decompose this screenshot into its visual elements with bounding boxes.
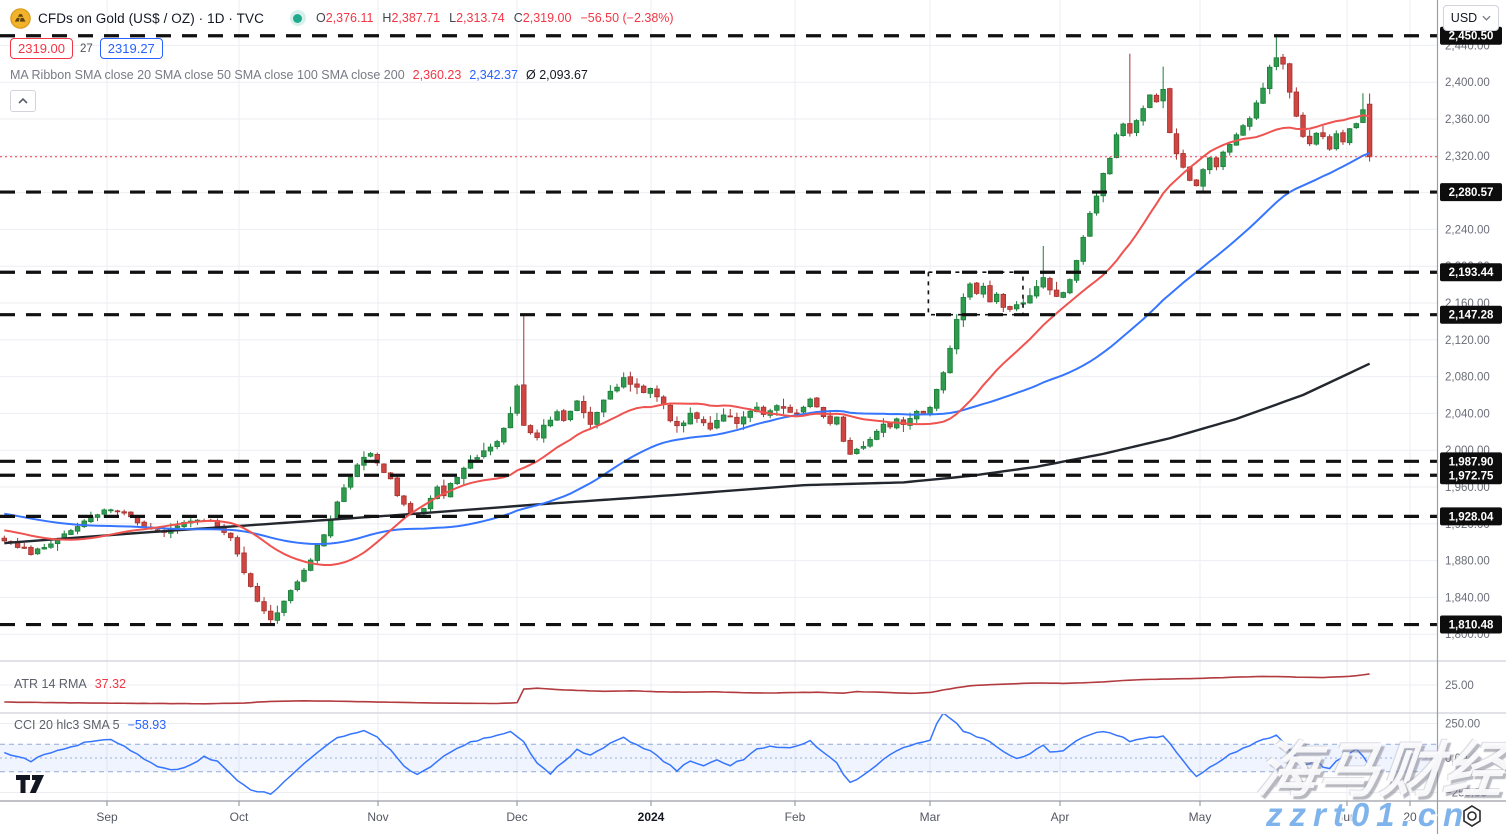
price-level-badge: 1,810.48 bbox=[1440, 615, 1502, 634]
sma50-value: 2,342.37 bbox=[469, 68, 518, 82]
tradingview-logo[interactable] bbox=[16, 770, 50, 796]
price-tick-label: 1,880.00 bbox=[1445, 556, 1490, 568]
price-level-badge: 2,147.28 bbox=[1440, 305, 1502, 324]
cci-legend[interactable]: CCI 20 hlc3 SMA 5 −58.93 bbox=[14, 718, 166, 732]
close-value: 2,319.00 bbox=[522, 11, 572, 25]
price-tick-label: 1,840.00 bbox=[1445, 592, 1490, 604]
sma20-value: 2,360.23 bbox=[412, 68, 462, 82]
atr-value: 37.32 bbox=[94, 677, 126, 691]
ma-ribbon-legend[interactable]: MA Ribbon SMA close 20 SMA close 50 SMA … bbox=[10, 68, 674, 82]
symbol-title[interactable]: CFDs on Gold (US$ / OZ) · 1D · TVC bbox=[38, 10, 264, 26]
price-tick-label: 2,240.00 bbox=[1445, 224, 1490, 236]
currency-label: USD bbox=[1450, 11, 1478, 25]
chevron-down-icon bbox=[1482, 15, 1491, 21]
cci-band bbox=[0, 743, 1437, 773]
price-level-badge: 1,928.04 bbox=[1440, 507, 1502, 526]
time-tick-label: Mar bbox=[920, 810, 941, 824]
time-tick-label: Feb bbox=[785, 810, 806, 824]
cci-axis-label: −250.00 bbox=[1445, 788, 1487, 800]
price-axis[interactable]: 2,440.002,400.002,360.002,320.002,280.00… bbox=[1440, 26, 1502, 800]
price-level-badge: 1,987.90 bbox=[1440, 452, 1502, 471]
legend-collapse-button[interactable] bbox=[10, 90, 36, 112]
price-tick-label: 2,080.00 bbox=[1445, 372, 1490, 384]
market-status-icon[interactable] bbox=[289, 10, 306, 26]
time-tick-label: Jun bbox=[1337, 810, 1356, 824]
sma-50-line bbox=[4, 152, 1370, 546]
time-tick-label: Apr bbox=[1051, 810, 1070, 824]
price-tick-label: 2,320.00 bbox=[1445, 151, 1490, 163]
candlestick-series bbox=[1, 36, 1373, 625]
cci-axis-label: 250.00 bbox=[1445, 719, 1480, 731]
svg-text:2,193.44: 2,193.44 bbox=[1449, 267, 1494, 279]
bid-price-button[interactable]: 2319.00 bbox=[10, 38, 73, 59]
price-tick-label: 1,960.00 bbox=[1445, 482, 1490, 494]
cci-title: CCI 20 hlc3 SMA 5 bbox=[14, 718, 120, 732]
time-tick-label: Oct bbox=[230, 810, 249, 824]
price-level-badge: 2,450.50 bbox=[1440, 26, 1502, 45]
price-level-badge: 2,280.57 bbox=[1440, 183, 1502, 202]
price-level-badge: 2,193.44 bbox=[1440, 263, 1502, 282]
chevron-up-icon bbox=[18, 98, 28, 104]
spread-value: 27 bbox=[80, 42, 93, 55]
open-value: 2,376.11 bbox=[325, 11, 374, 25]
svg-text:1,987.90: 1,987.90 bbox=[1449, 456, 1494, 468]
gear-icon bbox=[1463, 805, 1481, 827]
time-tick-label: Dec bbox=[506, 810, 527, 824]
sma-20-line bbox=[4, 114, 1370, 566]
price-level-badge: 1,972.75 bbox=[1440, 466, 1502, 485]
svg-text:2,147.28: 2,147.28 bbox=[1449, 310, 1494, 322]
svg-text:2,450.50: 2,450.50 bbox=[1449, 31, 1494, 43]
svg-text:1,928.04: 1,928.04 bbox=[1449, 511, 1494, 523]
time-tick-label: May bbox=[1189, 810, 1212, 824]
annotation-box[interactable] bbox=[927, 271, 1024, 316]
atr-title: ATR 14 RMA bbox=[14, 677, 87, 691]
ohlc-values: O2,376.11 H2,387.71 L2,313.74 C2,319.00 … bbox=[315, 11, 674, 25]
chart-legend: CFDs on Gold (US$ / OZ) · 1D · TVC O2,37… bbox=[10, 6, 674, 112]
ma-ribbon-title: MA Ribbon SMA close 20 SMA close 50 SMA … bbox=[10, 68, 405, 82]
svg-text:1,810.48: 1,810.48 bbox=[1449, 620, 1494, 632]
price-tick-label: 2,400.00 bbox=[1445, 77, 1490, 89]
cci-line bbox=[4, 714, 1371, 796]
time-axis[interactable]: Sep Oct Nov Dec 2024 Feb Mar Apr May Jun 20 bbox=[96, 801, 1417, 824]
time-tick-label: Nov bbox=[367, 810, 388, 824]
high-value: 2,387.71 bbox=[391, 11, 441, 25]
svg-text:2,280.57: 2,280.57 bbox=[1449, 187, 1494, 199]
currency-selector[interactable]: USD bbox=[1443, 5, 1499, 31]
atr-axis-label: 25.00 bbox=[1445, 680, 1474, 692]
time-tick-label: 20 bbox=[1403, 810, 1417, 824]
low-value: 2,313.74 bbox=[456, 11, 505, 25]
change-value: −56.50 (−2.38%) bbox=[580, 11, 674, 25]
price-tick-label: 2,360.00 bbox=[1445, 114, 1490, 126]
sma-200-line bbox=[4, 362, 1371, 545]
atr-legend[interactable]: ATR 14 RMA 37.32 bbox=[14, 677, 126, 691]
svg-text:1,972.75: 1,972.75 bbox=[1449, 470, 1494, 482]
gridlines bbox=[0, 0, 1437, 801]
time-tick-label: Sep bbox=[96, 810, 118, 824]
time-tick-label: 2024 bbox=[638, 810, 665, 824]
price-tick-label: 2,040.00 bbox=[1445, 408, 1490, 420]
horizontal-level-lines[interactable] bbox=[0, 34, 1437, 627]
cci-axis-label: 0.00 bbox=[1445, 753, 1467, 765]
ask-price-button[interactable]: 2319.27 bbox=[99, 38, 163, 59]
price-tick-label: 2,120.00 bbox=[1445, 335, 1490, 347]
ma-ribbon-lines bbox=[4, 114, 1371, 566]
sma-average-value: Ø 2,093.67 bbox=[526, 68, 588, 82]
atr-line bbox=[4, 673, 1370, 705]
cci-value: −58.93 bbox=[127, 718, 167, 732]
gold-symbol-icon bbox=[10, 7, 31, 29]
